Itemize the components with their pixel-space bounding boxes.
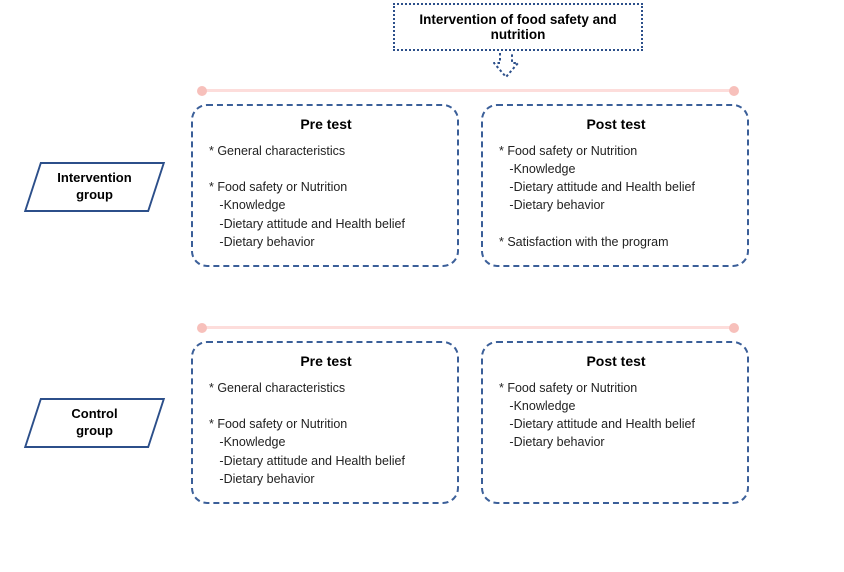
timeline-intervention <box>202 89 734 92</box>
timeline-control <box>202 326 734 329</box>
posttest-box-control: Post test * Food safety or Nutrition -Kn… <box>481 341 749 504</box>
box-body: * General characteristics * Food safety … <box>209 379 443 488</box>
timeline-dot-left <box>197 86 207 96</box>
callout-tail-icon <box>492 51 520 79</box>
timeline-dot-left <box>197 323 207 333</box>
box-body: * General characteristics * Food safety … <box>209 142 443 251</box>
box-body: * Food safety or Nutrition -Knowledge -D… <box>499 142 733 251</box>
box-title: Post test <box>499 116 733 132</box>
box-title: Post test <box>499 353 733 369</box>
group-label-control: Controlgroup <box>24 398 165 448</box>
box-title: Pre test <box>209 116 443 132</box>
timeline-dot-right <box>729 86 739 96</box>
timeline-dot-right <box>729 323 739 333</box>
posttest-box-intervention: Post test * Food safety or Nutrition -Kn… <box>481 104 749 267</box>
group-label-text: Controlgroup <box>71 406 117 440</box>
pretest-box-intervention: Pre test * General characteristics * Foo… <box>191 104 459 267</box>
pretest-box-control: Pre test * General characteristics * Foo… <box>191 341 459 504</box>
intervention-callout: Intervention of food safety andnutrition <box>393 3 643 51</box>
box-body: * Food safety or Nutrition -Knowledge -D… <box>499 379 733 452</box>
group-label-intervention: Interventiongroup <box>24 162 165 212</box>
intervention-callout-text: Intervention of food safety andnutrition <box>419 12 616 42</box>
box-title: Pre test <box>209 353 443 369</box>
group-label-text: Interventiongroup <box>57 170 131 204</box>
